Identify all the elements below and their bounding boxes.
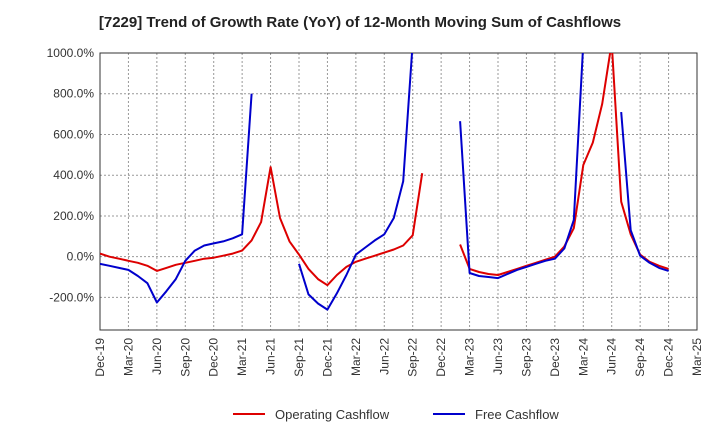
series-operating-cashflow <box>100 53 669 287</box>
series-line <box>298 53 414 311</box>
x-tick-label: Jun-24 <box>605 338 619 375</box>
x-tick-label: Sep-22 <box>406 338 420 377</box>
series-line <box>459 53 584 280</box>
x-tick-label: Sep-20 <box>178 338 192 377</box>
x-tick-label: Sep-23 <box>519 338 533 377</box>
x-tick-label: Jun-21 <box>264 338 278 375</box>
x-tick-label: Dec-24 <box>662 338 676 377</box>
x-tick-label: Mar-24 <box>576 338 590 376</box>
x-tick-label: Dec-23 <box>548 338 562 377</box>
y-tick-label: 200.0% <box>53 209 94 223</box>
y-tick-label: 0.0% <box>67 250 95 264</box>
y-tick-label: -200.0% <box>49 290 94 304</box>
x-tick-label: Dec-20 <box>207 338 221 377</box>
x-tick-label: Jun-20 <box>150 338 164 375</box>
series-line <box>100 166 424 287</box>
legend-label: Operating Cashflow <box>275 407 390 422</box>
chart-title: [7229] Trend of Growth Rate (YoY) of 12-… <box>98 14 622 31</box>
y-tick-label: 400.0% <box>53 168 94 182</box>
x-tick-label: Sep-21 <box>292 338 306 377</box>
x-tick-label: Sep-24 <box>633 338 647 377</box>
x-tick-label: Mar-20 <box>121 338 135 376</box>
series-free-cashflow <box>100 53 669 311</box>
y-tick-label: 600.0% <box>53 127 94 141</box>
legend-label: Free Cashflow <box>475 407 559 422</box>
x-tick-label: Mar-25 <box>690 338 704 376</box>
x-tick-label: Dec-21 <box>320 338 334 377</box>
x-tick-label: Mar-21 <box>235 338 249 376</box>
x-tick-label: Dec-19 <box>93 338 107 377</box>
x-tick-label: Dec-22 <box>434 338 448 377</box>
x-tick-label: Mar-22 <box>349 338 363 376</box>
series-line <box>459 53 669 276</box>
y-tick-label: 800.0% <box>53 87 94 101</box>
plot-area <box>99 52 698 331</box>
x-tick-label: Mar-23 <box>463 338 477 376</box>
series-line <box>620 112 669 272</box>
x-tick-label: Jun-22 <box>377 338 391 375</box>
series-line <box>100 93 253 304</box>
x-tick-label: Jun-23 <box>491 338 505 375</box>
y-tick-label: 1000.0% <box>47 46 95 60</box>
